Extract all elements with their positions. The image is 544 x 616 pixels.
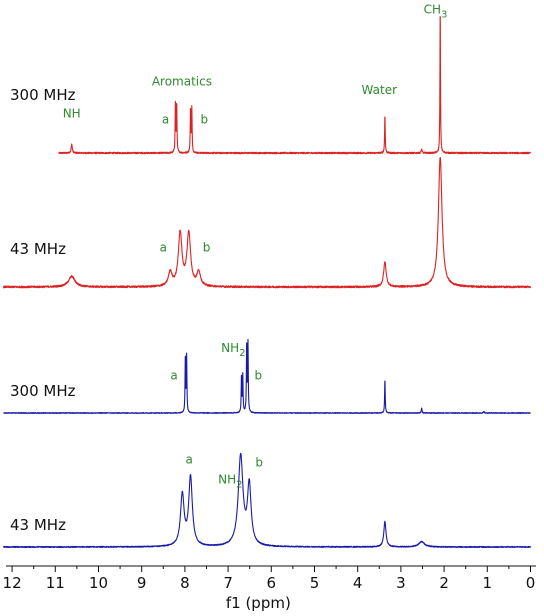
labels-layer: 300 MHz NH Aromatics a b Water CH3 43 MHz a b 300 … [10,2,447,534]
peak-annotation: NH2 [221,341,245,359]
x-tick-label: 5 [310,574,320,592]
peak-annotation: CH3 [424,2,448,20]
x-axis: 12 11 10 9 8 7 6 5 4 3 2 1 0f1 (ppm) [3,565,536,612]
peak-annotation: b [200,113,208,127]
spectra-layer [2,16,532,549]
x-tick-label: 3 [396,574,406,592]
x-tick-label: 1 [483,574,493,592]
peak-annotation: b [254,368,262,382]
peak-annotation: Water [362,83,398,97]
peak-annotation: Aromatics [152,74,212,88]
x-tick-label: 2 [439,574,449,592]
x-tick-label: 7 [223,574,233,592]
spectrum-line-2 [2,157,532,289]
x-tick-label: 11 [46,574,65,592]
spectrum-field-label-1: 300 MHz [10,86,76,104]
spectrum-field-label-4: 43 MHz [10,516,66,534]
x-tick-label: 8 [180,574,190,592]
peak-annotation: a [162,113,169,127]
x-tick-label: 9 [137,574,147,592]
spectrum-line-4 [3,452,531,549]
spectrum-field-label-2: 43 MHz [10,240,66,258]
peak-annotation: a [186,452,193,466]
x-tick-label: 6 [267,574,277,592]
peak-annotation: NH2 [218,472,242,490]
spectrum-line-1 [58,16,531,155]
x-tick-label: 10 [89,574,108,592]
peak-annotation: b [203,241,211,255]
x-axis-title: f1 (ppm) [226,594,291,612]
peak-annotation: b [255,455,263,469]
x-tick-label: 4 [353,574,363,592]
x-tick-label: 12 [3,574,22,592]
peak-annotation: a [170,368,177,382]
x-tick-label: 0 [526,574,536,592]
spectrum-line-3 [3,338,531,414]
peak-annotation: NH [63,107,81,121]
peak-annotation: a [160,241,167,255]
spectrum-field-label-3: 300 MHz [10,382,76,400]
